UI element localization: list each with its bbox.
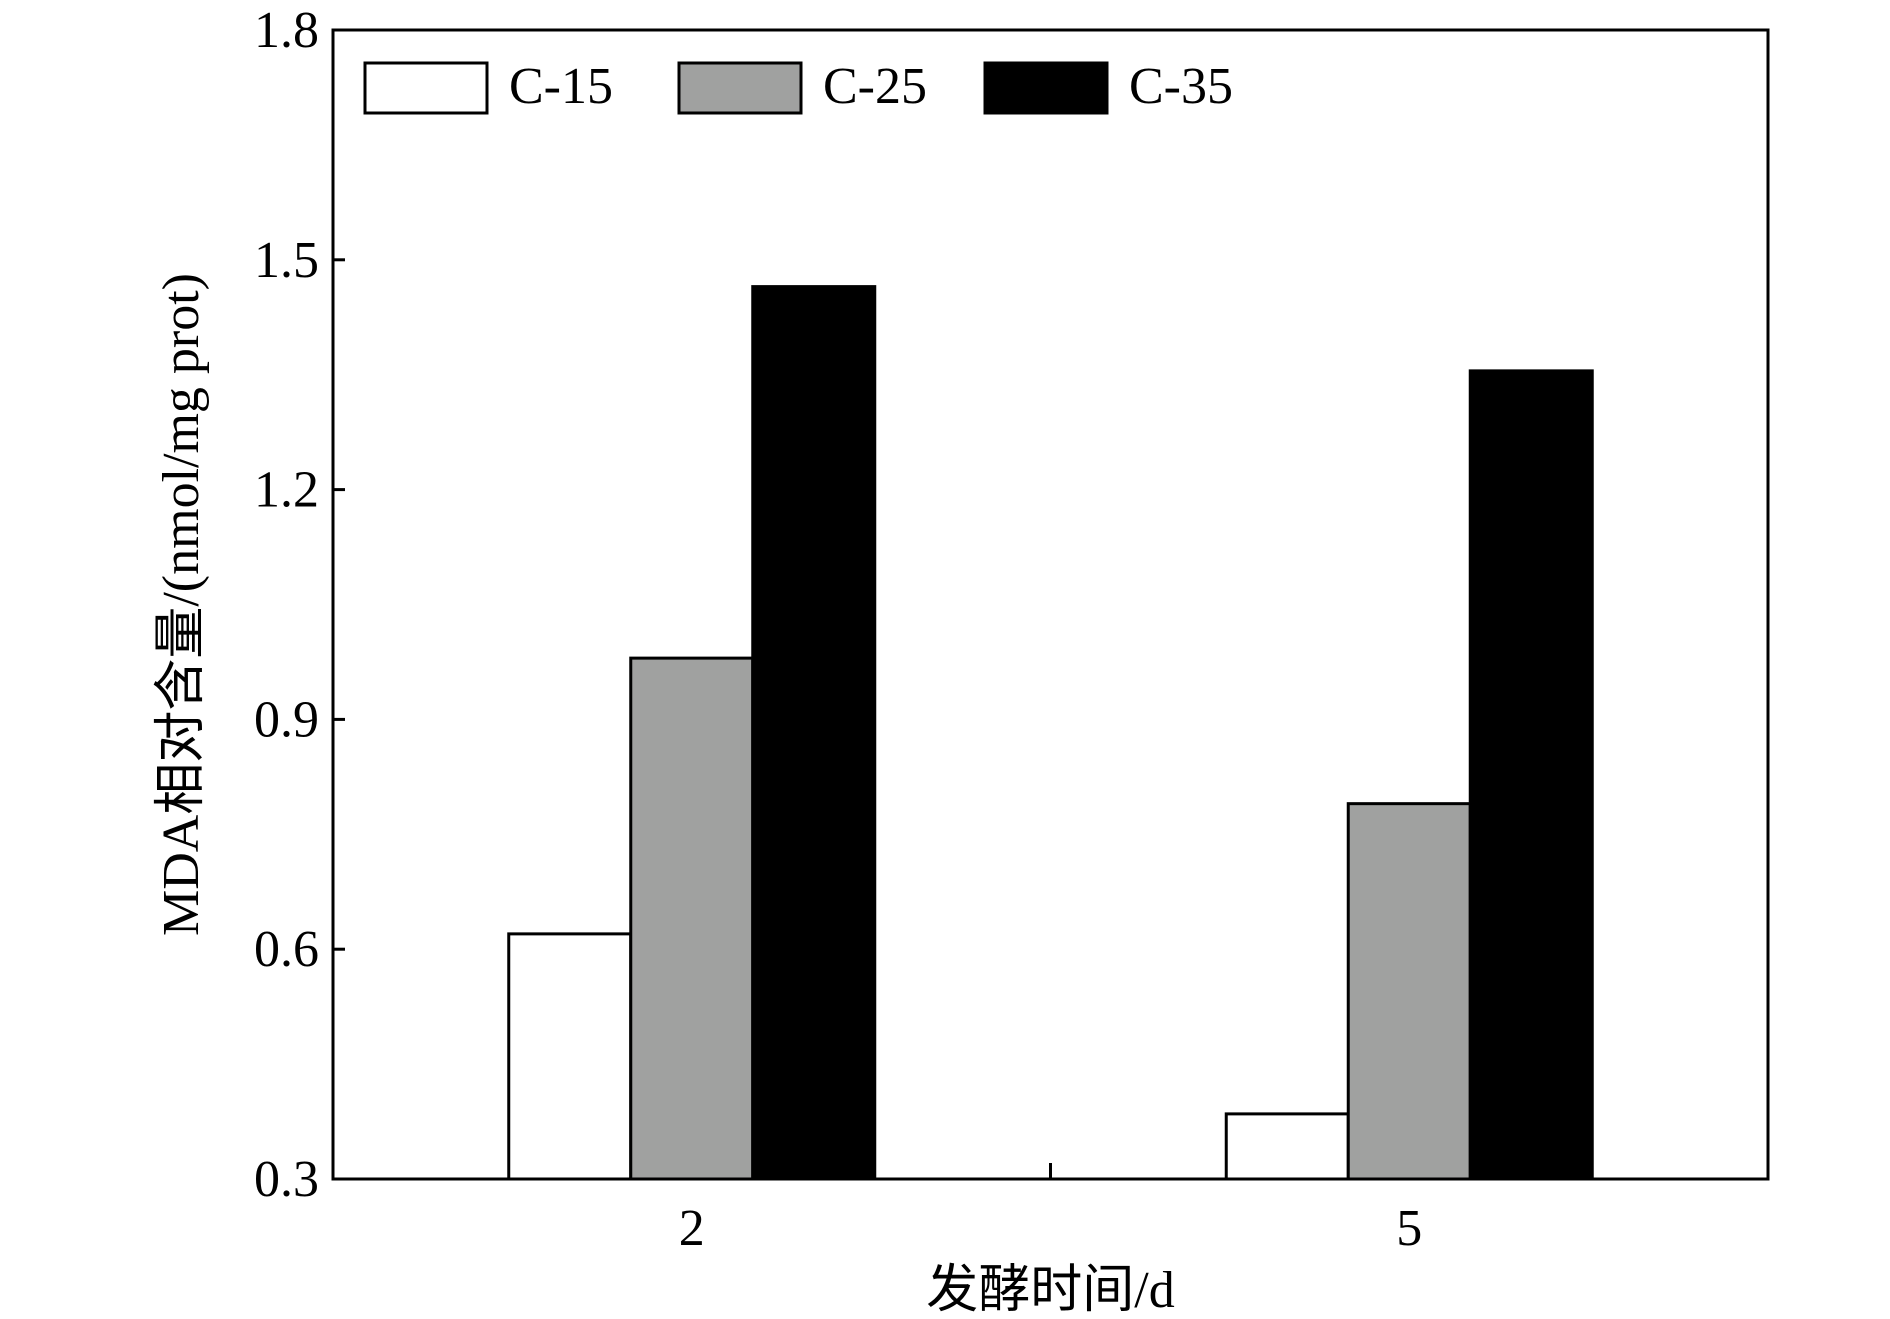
legend-item-C-35: C-35	[983, 58, 1233, 115]
legend-swatch	[363, 61, 489, 115]
y-tick-label: 1.8	[254, 2, 319, 59]
y-axis: 0.3 0.6 0.9 1.2 1.5 1.8	[254, 2, 345, 1208]
y-tick-label: 0.9	[254, 691, 319, 748]
legend-swatch	[677, 61, 803, 115]
x-tick-label: 5	[1396, 1200, 1422, 1257]
y-tick-label: 0.3	[254, 1151, 319, 1208]
legend-label: C-35	[1129, 58, 1233, 115]
bar-C-15-2	[507, 932, 633, 1181]
y-tick-label: 0.6	[254, 921, 319, 978]
bar-C-35-5	[1468, 369, 1594, 1181]
x-tick-label: 2	[679, 1200, 705, 1257]
legend-item-C-15: C-15	[363, 58, 613, 115]
bar-C-35-2	[751, 285, 877, 1181]
legend-swatch	[983, 61, 1109, 115]
legend-item-C-25: C-25	[677, 58, 927, 115]
bar-C-15-5	[1224, 1112, 1350, 1181]
legend-label: C-15	[509, 58, 613, 115]
bar-C-25-5	[1346, 802, 1472, 1181]
legend: C-15 C-25 C-35	[363, 58, 1233, 115]
bar-C-25-2	[629, 656, 755, 1181]
y-axis-title: MDA相对含量/(nmol/mg prot)	[153, 273, 210, 936]
y-tick-label: 1.5	[254, 232, 319, 289]
legend-label: C-25	[823, 58, 927, 115]
x-axis-title: 发酵时间/d	[926, 1262, 1174, 1314]
y-tick-label: 1.2	[254, 462, 319, 519]
bars-layer	[507, 285, 1594, 1181]
